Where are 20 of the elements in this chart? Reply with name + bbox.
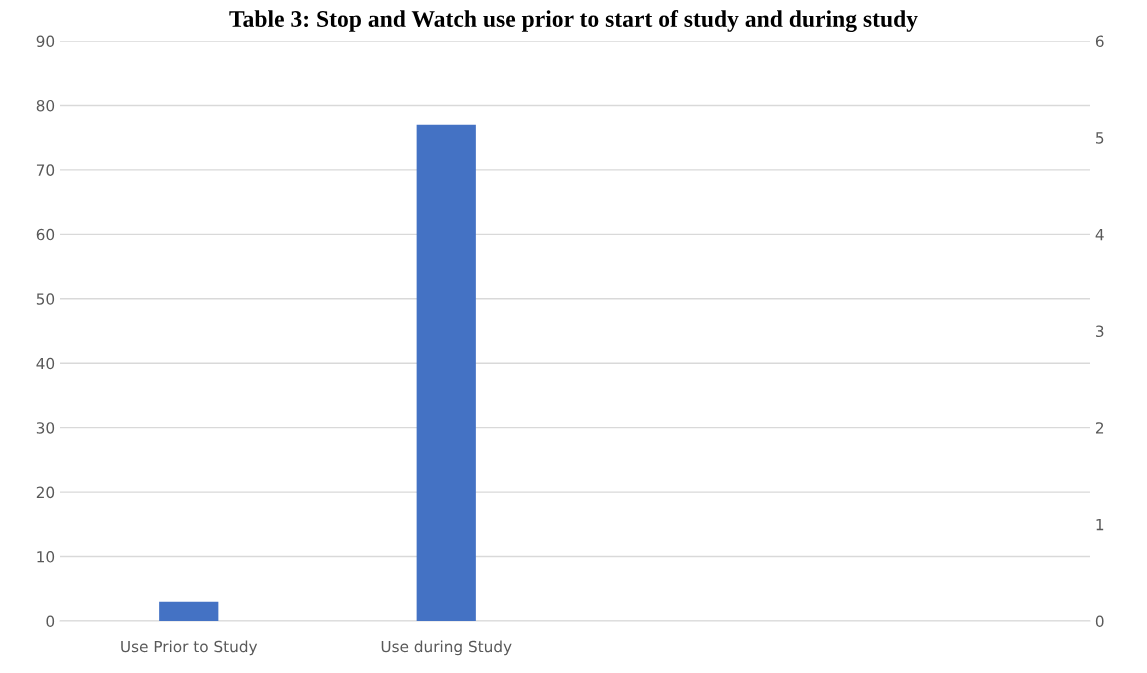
chart-title: Table 3: Stop and Watch use prior to start of study and during study	[229, 10, 918, 32]
y-tick-label: 30	[36, 422, 55, 434]
y-tick-label: 80	[36, 99, 55, 112]
y-tick-label: 50	[36, 293, 55, 305]
y-tick-label: 40	[36, 357, 55, 370]
y-tick-label: 0	[46, 615, 55, 628]
y-tick-label: 20	[36, 486, 55, 499]
y-tick-label: 60	[36, 228, 55, 241]
y2-tick-label: 3	[1096, 325, 1104, 338]
x-tick-label: Use during Study	[381, 640, 512, 656]
y-tick-label: 70	[36, 164, 55, 176]
y2-tick-label: 4	[1095, 229, 1104, 241]
y-tick-label: 10	[37, 551, 55, 563]
x-tick-label: Use Prior to Study	[121, 640, 258, 656]
y2-tick-label: 6	[1095, 35, 1104, 48]
y2-tick-label: 1	[1096, 519, 1104, 531]
y2-tick-label: 5	[1096, 132, 1104, 144]
y2-tick-label: 2	[1095, 422, 1104, 434]
y-tick-label: 90	[36, 35, 55, 48]
y2-tick-label: 0	[1095, 615, 1104, 628]
